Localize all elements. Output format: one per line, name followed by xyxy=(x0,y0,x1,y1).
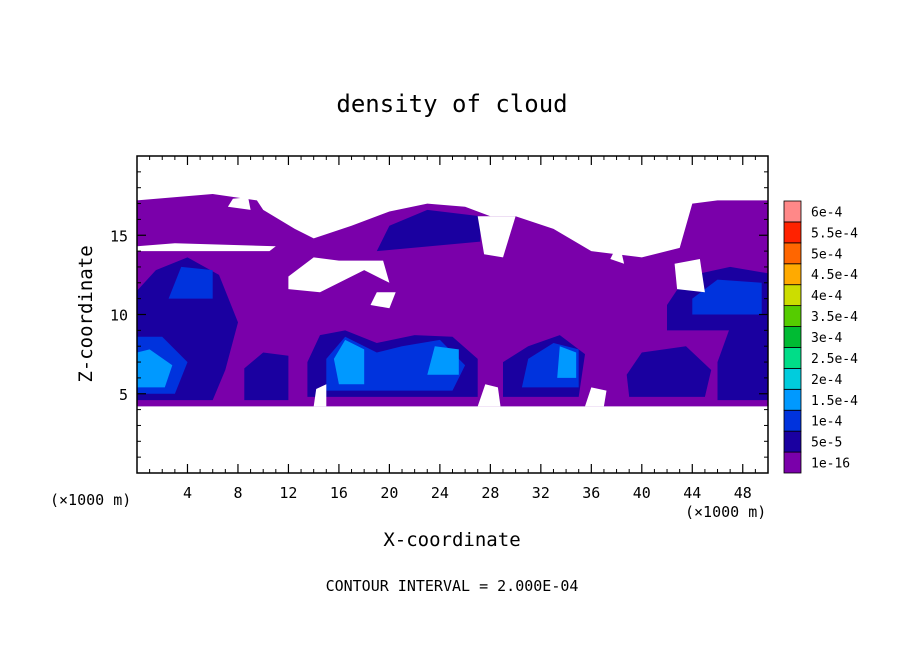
colorbar-swatch-10 xyxy=(783,242,802,265)
contour-interval-note: CONTOUR INTERVAL = 2.000E-04 xyxy=(326,577,579,595)
x-tick-label-24: 24 xyxy=(431,484,449,502)
cloud-region-14 xyxy=(137,349,173,388)
cloud-gap-3 xyxy=(477,216,516,258)
y-tick-label-10: 10 xyxy=(110,307,128,325)
colorbar: 1e-16 5e-5 1e-4 1.5e-4 2e-4 2.5e-4 3e-4 3.5e-4 4… xyxy=(783,200,858,474)
cloud-gap-2 xyxy=(370,292,396,309)
cloud-gap-9 xyxy=(227,197,251,210)
cloud-region-17 xyxy=(557,346,577,378)
x-tick-label-8: 8 xyxy=(233,484,242,502)
cloud-region-0 xyxy=(137,194,768,407)
colorbar-swatch-8 xyxy=(783,284,802,307)
x-tick-label-40: 40 xyxy=(633,484,651,502)
colorbar-label-7: 3.5e-4 xyxy=(811,310,858,325)
x-tick-label-36: 36 xyxy=(582,484,600,502)
cloud-region-13 xyxy=(168,266,213,299)
colorbar-swatch-2 xyxy=(783,409,802,432)
cloud-region-12 xyxy=(692,279,762,315)
y-axis-title: Z-coordinate xyxy=(75,245,97,382)
cloud-region-2 xyxy=(244,352,289,401)
colorbar-label-5: 2.5e-4 xyxy=(811,352,858,367)
x-tick-label-16: 16 xyxy=(330,484,348,502)
cloud-gaps xyxy=(137,197,705,407)
x-axis-unit-left: (×1000 m) xyxy=(50,491,131,509)
cloud-gap-8 xyxy=(585,387,607,407)
colorbar-label-2: 1e-4 xyxy=(811,415,842,430)
colorbar-swatch-12 xyxy=(783,200,802,223)
colorbar-swatch-11 xyxy=(783,221,802,244)
x-tick-label-12: 12 xyxy=(279,484,297,502)
colorbar-label-12: 6e-4 xyxy=(811,205,842,220)
x-tick-label-48: 48 xyxy=(734,484,752,502)
colorbar-swatch-1 xyxy=(783,430,802,453)
cloud-gap-7 xyxy=(477,384,501,407)
colorbar-label-8: 4e-4 xyxy=(811,289,842,304)
colorbar-label-6: 3e-4 xyxy=(811,331,842,346)
colorbar-swatch-6 xyxy=(783,326,802,348)
colorbar-label-0: 1e-16 xyxy=(811,457,850,472)
colorbar-swatch-3 xyxy=(783,388,802,411)
cloud-region-8 xyxy=(376,209,481,252)
cloud-field xyxy=(137,194,768,407)
cloud-gap-0 xyxy=(137,243,276,252)
colorbar-swatch-0 xyxy=(783,451,802,474)
colorbar-swatch-7 xyxy=(783,305,802,327)
x-tick-label-32: 32 xyxy=(532,484,550,502)
chart-title: density of cloud xyxy=(336,90,567,118)
colorbar-swatch-4 xyxy=(783,367,802,390)
cloud-gap-5 xyxy=(674,259,705,293)
x-axis-ticks: 4 8 12 16 20 24 28 32 36 40 44 48 xyxy=(149,156,756,502)
cloud-gap-6 xyxy=(313,384,327,407)
cloud-region-5 xyxy=(626,346,712,397)
colorbar-swatch-5 xyxy=(783,347,802,369)
cloud-gap-4 xyxy=(610,241,625,264)
x-tick-label-4: 4 xyxy=(183,484,192,502)
y-tick-label-15: 15 xyxy=(110,227,128,245)
x-axis-unit-right: (×1000 m) xyxy=(685,503,766,521)
y-tick-label-5: 5 xyxy=(119,386,128,404)
cloud-region-7 xyxy=(717,320,768,401)
x-tick-label-44: 44 xyxy=(683,484,701,502)
colorbar-label-11: 5.5e-4 xyxy=(811,226,858,241)
x-axis-title: X-coordinate xyxy=(383,529,520,551)
colorbar-label-9: 4.5e-4 xyxy=(811,268,858,283)
x-tick-label-20: 20 xyxy=(380,484,398,502)
colorbar-label-10: 5e-4 xyxy=(811,247,842,262)
cloud-region-15 xyxy=(333,339,365,385)
colorbar-label-1: 5e-5 xyxy=(811,436,842,451)
colorbar-label-3: 1.5e-4 xyxy=(811,394,858,409)
cloud-gap-1 xyxy=(288,257,390,293)
y-axis-ticks: 5 10 15 xyxy=(110,171,768,458)
x-tick-label-28: 28 xyxy=(481,484,499,502)
colorbar-swatch-9 xyxy=(783,263,802,286)
colorbar-label-4: 2e-4 xyxy=(811,373,842,388)
cloud-region-16 xyxy=(427,346,459,375)
